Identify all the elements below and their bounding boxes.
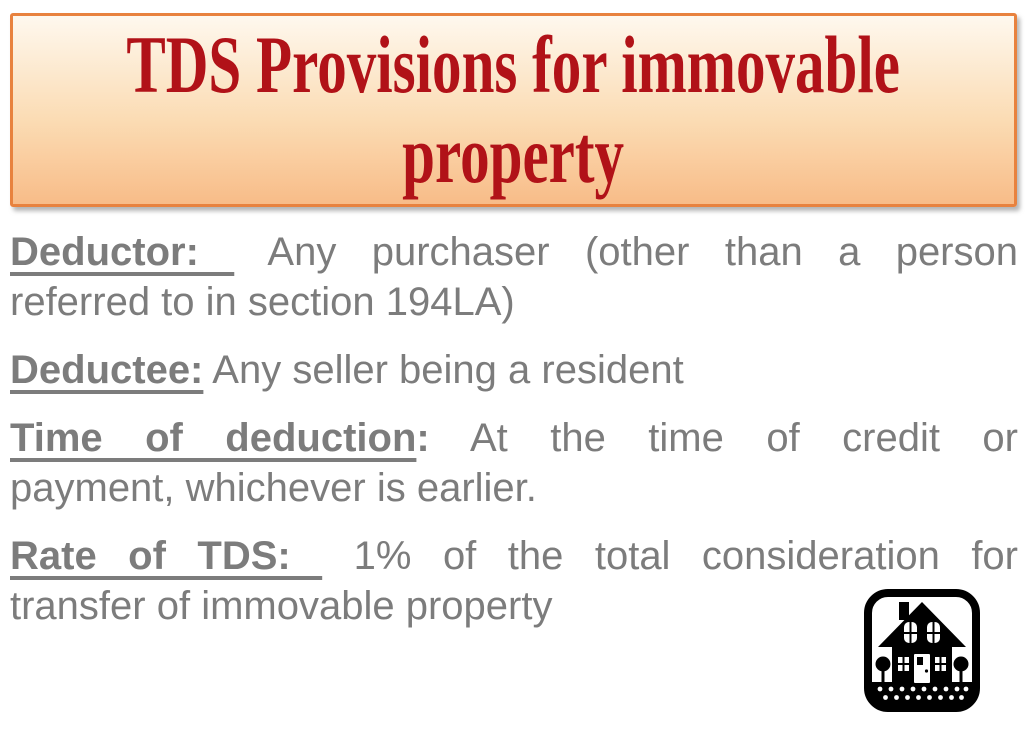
- text-line: Deductee: Any seller being a resident: [10, 345, 1018, 395]
- slide-title-line-1: TDS Provisions for immovable: [126, 19, 901, 110]
- text-segment: transfer of immovable property: [10, 584, 553, 628]
- text-segment: 1% of the total consideration for: [322, 534, 1018, 578]
- text-line: transfer of immovable property: [10, 581, 1018, 631]
- text-segment: Deductor:: [10, 230, 235, 274]
- house-icon: [864, 589, 980, 712]
- paragraph: Deductee: Any seller being a resident: [10, 345, 1018, 395]
- paragraph: Deductor: Any purchaser (other than a pe…: [10, 227, 1018, 327]
- text-line: Deductor: Any purchaser (other than a pe…: [10, 227, 1018, 277]
- text-segment: Any purchaser (other than a person: [234, 230, 1018, 274]
- text-line: Time of deduction: At the time of credit…: [10, 413, 1018, 463]
- title-banner: TDS Provisions for immovable property: [10, 13, 1017, 207]
- text-segment: At the time of credit or: [429, 416, 1018, 460]
- text-segment: :: [416, 416, 430, 460]
- text-segment: Rate of TDS:: [10, 534, 323, 578]
- text-segment: Deductee:: [10, 348, 204, 392]
- text-segment: Time of deduction: [10, 416, 417, 460]
- text-line: Rate of TDS: 1% of the total considerati…: [10, 531, 1018, 581]
- text-segment: payment, whichever is earlier.: [10, 466, 537, 510]
- text-segment: Any seller being a resident: [203, 348, 684, 392]
- slide-title-line-2: property: [402, 109, 625, 200]
- paragraph: Rate of TDS: 1% of the total considerati…: [10, 531, 1018, 631]
- text-line: referred to in section 194LA): [10, 277, 1018, 327]
- body-text: Deductor: Any purchaser (other than a pe…: [10, 227, 1018, 649]
- text-segment: referred to in section 194LA): [10, 280, 515, 324]
- text-line: payment, whichever is earlier.: [10, 463, 1018, 513]
- paragraph: Time of deduction: At the time of credit…: [10, 413, 1018, 513]
